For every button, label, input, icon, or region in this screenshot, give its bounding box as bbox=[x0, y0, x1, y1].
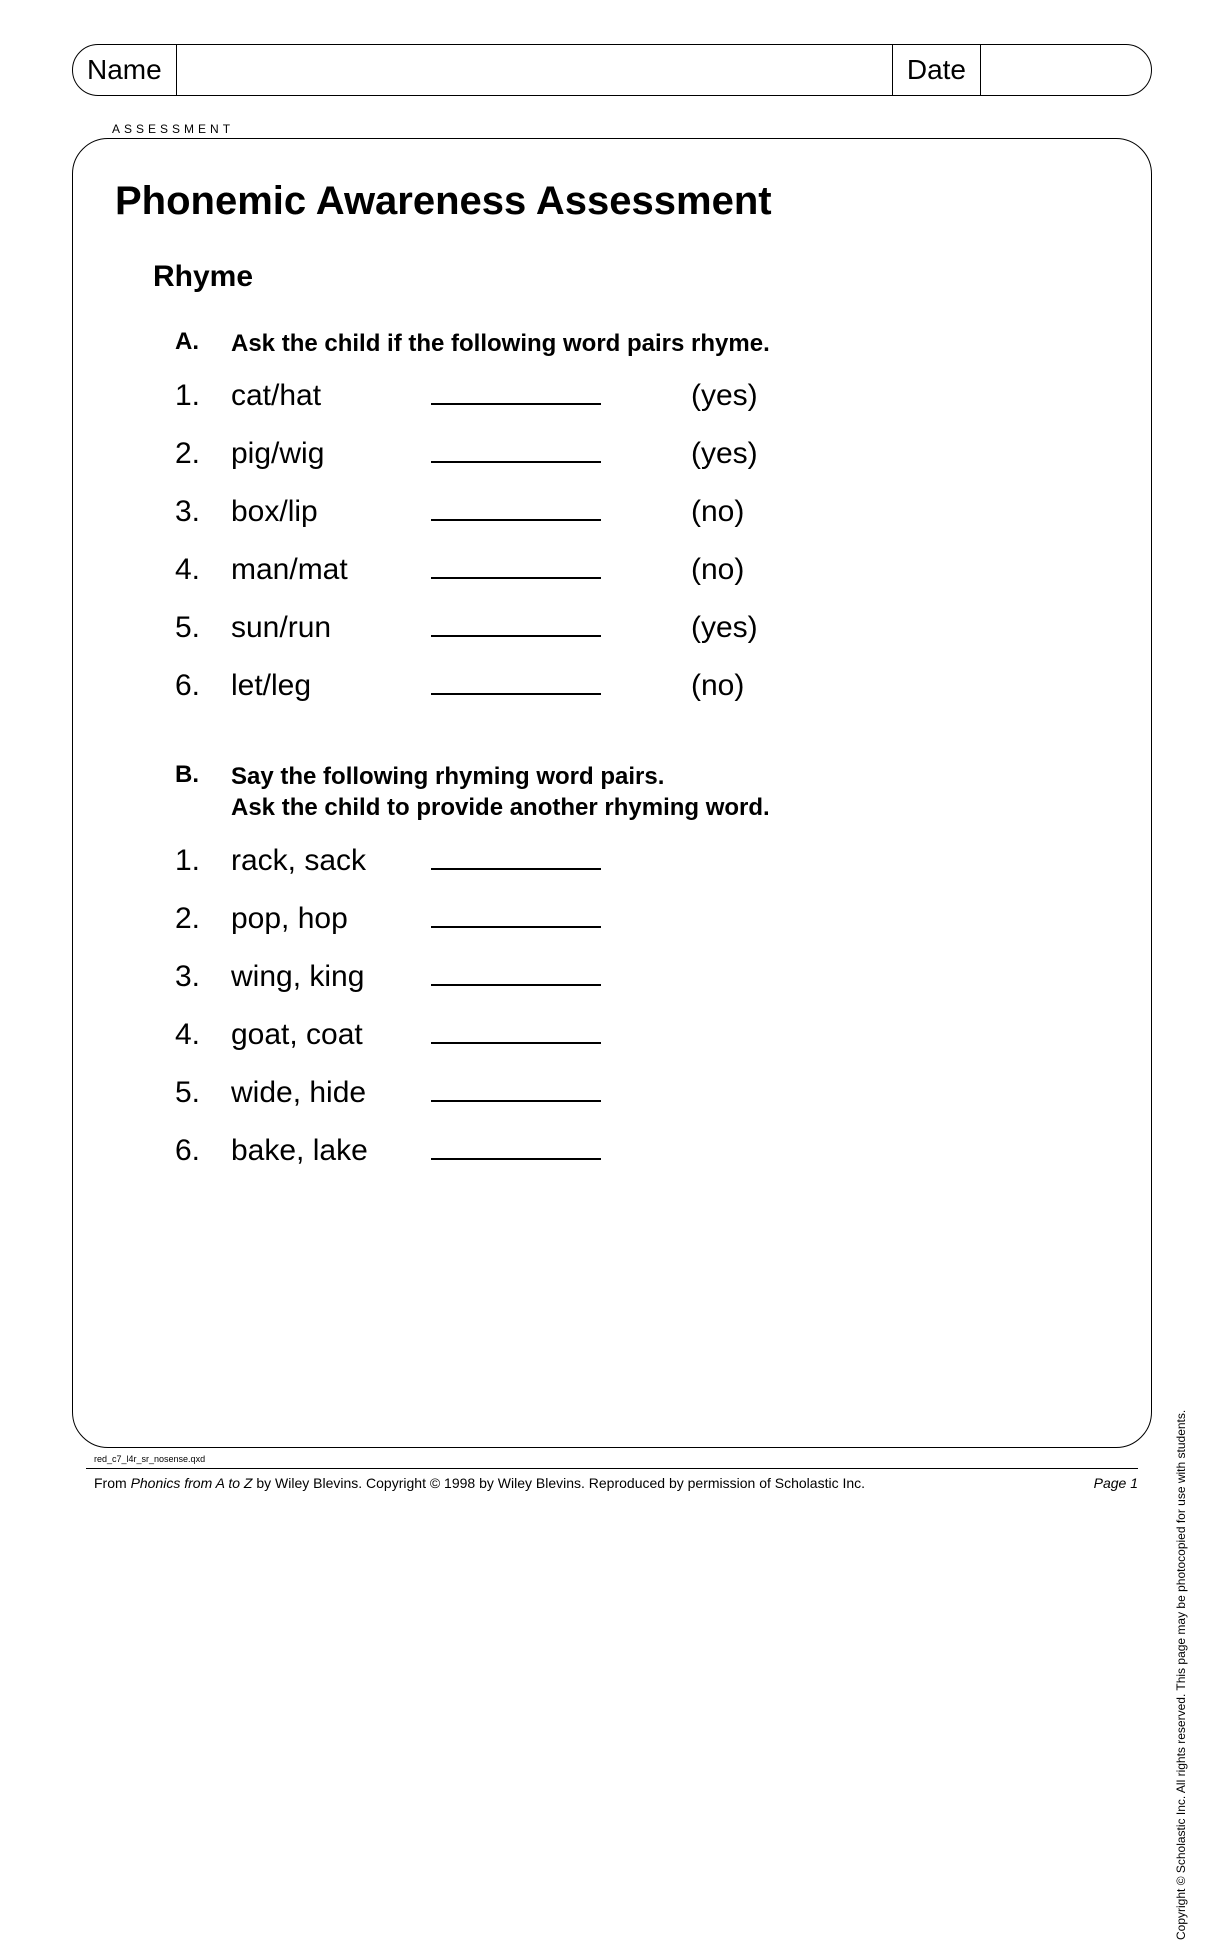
item-answer: (yes) bbox=[691, 437, 758, 471]
item-row: 5. wide, hide bbox=[175, 1076, 1109, 1110]
answer-blank[interactable] bbox=[431, 1082, 601, 1102]
item-words: wing, king bbox=[231, 960, 431, 994]
item-row: 2. pop, hop bbox=[175, 902, 1109, 936]
item-row: 5. sun/run (yes) bbox=[175, 611, 1109, 645]
item-row: 4. goat, coat bbox=[175, 1018, 1109, 1052]
section-b-letter: B. bbox=[175, 761, 231, 823]
answer-blank[interactable] bbox=[431, 966, 601, 986]
section-b-line2: Ask the child to provide another rhyming… bbox=[231, 794, 770, 821]
item-words: cat/hat bbox=[231, 379, 431, 413]
name-label: Name bbox=[73, 45, 177, 95]
item-number: 3. bbox=[175, 495, 231, 529]
item-words: bake, lake bbox=[231, 1134, 431, 1168]
section-a-header: A. Ask the child if the following word p… bbox=[175, 328, 1109, 359]
item-row: 3. box/lip (no) bbox=[175, 495, 1109, 529]
footer-filename: red_c7_l4r_sr_nosense.qxd bbox=[94, 1454, 1152, 1464]
item-words: pig/wig bbox=[231, 437, 431, 471]
answer-blank[interactable] bbox=[431, 385, 601, 405]
item-number: 2. bbox=[175, 902, 231, 936]
footer-book: Phonics from A to Z bbox=[131, 1475, 257, 1491]
item-words: sun/run bbox=[231, 611, 431, 645]
answer-blank[interactable] bbox=[431, 443, 601, 463]
answer-blank[interactable] bbox=[431, 675, 601, 695]
name-field[interactable] bbox=[177, 45, 892, 95]
section-b-line1: Say the following rhyming word pairs. bbox=[231, 763, 664, 790]
answer-blank[interactable] bbox=[431, 1140, 601, 1160]
item-words: wide, hide bbox=[231, 1076, 431, 1110]
item-number: 6. bbox=[175, 669, 231, 703]
answer-blank[interactable] bbox=[431, 850, 601, 870]
footer-rest: by Wiley Blevins. Copyright © 1998 by Wi… bbox=[256, 1475, 865, 1491]
answer-blank[interactable] bbox=[431, 908, 601, 928]
answer-blank[interactable] bbox=[431, 617, 601, 637]
item-row: 1. cat/hat (yes) bbox=[175, 379, 1109, 413]
item-row: 2. pig/wig (yes) bbox=[175, 437, 1109, 471]
item-words: rack, sack bbox=[231, 844, 431, 878]
item-answer: (no) bbox=[691, 495, 744, 529]
assessment-tag: ASSESSMENT bbox=[106, 122, 240, 136]
item-number: 3. bbox=[175, 960, 231, 994]
item-row: 4. man/mat (no) bbox=[175, 553, 1109, 587]
item-number: 4. bbox=[175, 1018, 231, 1052]
item-words: goat, coat bbox=[231, 1018, 431, 1052]
item-number: 5. bbox=[175, 1076, 231, 1110]
footer-from: From bbox=[94, 1475, 131, 1491]
date-field[interactable] bbox=[981, 45, 1151, 95]
answer-blank[interactable] bbox=[431, 559, 601, 579]
footer-divider bbox=[86, 1468, 1138, 1469]
date-label: Date bbox=[892, 45, 981, 95]
section-b-header: B. Say the following rhyming word pairs.… bbox=[175, 761, 1109, 823]
item-row: 6. bake, lake bbox=[175, 1134, 1109, 1168]
page-number: Page 1 bbox=[1094, 1475, 1138, 1491]
item-answer: (yes) bbox=[691, 611, 758, 645]
item-row: 1. rack, sack bbox=[175, 844, 1109, 878]
section-b-instruction: Say the following rhyming word pairs. As… bbox=[231, 761, 770, 823]
section-subtitle: Rhyme bbox=[153, 260, 1109, 294]
item-words: pop, hop bbox=[231, 902, 431, 936]
item-number: 4. bbox=[175, 553, 231, 587]
item-answer: (no) bbox=[691, 669, 744, 703]
item-answer: (yes) bbox=[691, 379, 758, 413]
footer-row: From Phonics from A to Z by Wiley Blevin… bbox=[94, 1475, 1138, 1491]
answer-blank[interactable] bbox=[431, 501, 601, 521]
item-number: 6. bbox=[175, 1134, 231, 1168]
item-number: 5. bbox=[175, 611, 231, 645]
section-a-letter: A. bbox=[175, 328, 231, 359]
page-title: Phonemic Awareness Assessment bbox=[115, 179, 1109, 224]
name-date-bar: Name Date bbox=[72, 44, 1152, 96]
main-content-box: Phonemic Awareness Assessment Rhyme A. A… bbox=[72, 138, 1152, 1448]
copyright-vertical: Copyright © Scholastic Inc. All rights r… bbox=[1174, 1380, 1188, 1940]
item-words: box/lip bbox=[231, 495, 431, 529]
footer-attribution: From Phonics from A to Z by Wiley Blevin… bbox=[94, 1475, 865, 1491]
item-row: 3. wing, king bbox=[175, 960, 1109, 994]
answer-blank[interactable] bbox=[431, 1024, 601, 1044]
section-a-instruction: Ask the child if the following word pair… bbox=[231, 328, 770, 359]
item-number: 1. bbox=[175, 379, 231, 413]
item-answer: (no) bbox=[691, 553, 744, 587]
item-row: 6. let/leg (no) bbox=[175, 669, 1109, 703]
item-words: let/leg bbox=[231, 669, 431, 703]
item-words: man/mat bbox=[231, 553, 431, 587]
item-number: 1. bbox=[175, 844, 231, 878]
item-number: 2. bbox=[175, 437, 231, 471]
